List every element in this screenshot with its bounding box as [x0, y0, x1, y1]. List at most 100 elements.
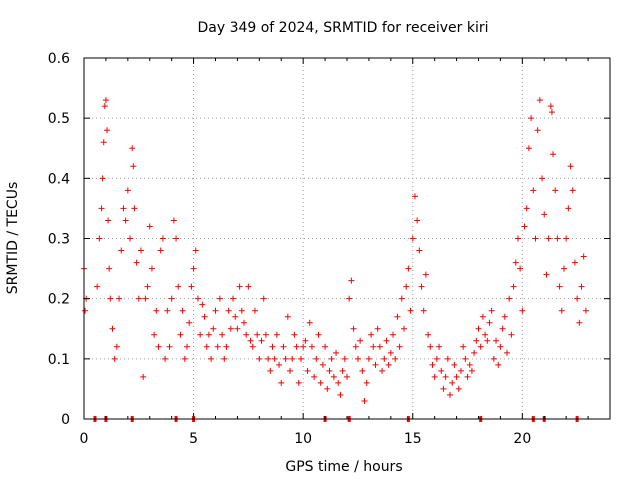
- data-point: [164, 307, 171, 314]
- data-point: [475, 325, 482, 332]
- data-point: [519, 307, 526, 314]
- data-point: [506, 295, 513, 302]
- data-point: [580, 253, 587, 260]
- data-point: [350, 325, 357, 332]
- data-point: [219, 331, 226, 338]
- data-point: [425, 331, 432, 338]
- data-point: [184, 343, 191, 350]
- data-point: [148, 265, 155, 272]
- data-point: [238, 307, 245, 314]
- data-point: [107, 295, 114, 302]
- data-point: [109, 325, 116, 332]
- data-point: [409, 235, 416, 242]
- data-point: [118, 247, 125, 254]
- data-point: [372, 361, 379, 368]
- data-point: [129, 145, 136, 152]
- data-point: [243, 331, 250, 338]
- data-point: [403, 283, 410, 290]
- data-point: [322, 343, 329, 350]
- data-point: [273, 331, 280, 338]
- data-point: [451, 361, 458, 368]
- data-point: [488, 307, 495, 314]
- data-point: [225, 307, 232, 314]
- data-point: [398, 295, 405, 302]
- data-point: [365, 355, 372, 362]
- data-point: [414, 217, 421, 224]
- data-point: [256, 355, 263, 362]
- x-tick-label: 0: [80, 431, 89, 447]
- data-point: [416, 247, 423, 254]
- data-point: [495, 361, 502, 368]
- data-point: [582, 307, 589, 314]
- data-point: [227, 325, 234, 332]
- data-point: [523, 205, 530, 212]
- y-tick-label: 0.5: [48, 111, 70, 127]
- data-point: [565, 205, 572, 212]
- data-point: [280, 343, 287, 350]
- data-point: [429, 361, 436, 368]
- data-point: [308, 343, 315, 350]
- data-point: [569, 187, 576, 194]
- data-point: [420, 307, 427, 314]
- data-point: [127, 235, 134, 242]
- data-point: [267, 367, 274, 374]
- data-point: [536, 97, 543, 104]
- data-point: [302, 337, 309, 344]
- data-point: [306, 319, 313, 326]
- y-tick-label: 0: [61, 412, 70, 428]
- data-point: [379, 367, 386, 374]
- data-point: [104, 127, 111, 134]
- data-point: [210, 325, 217, 332]
- data-point: [262, 331, 269, 338]
- data-point: [497, 343, 504, 350]
- x-axis-label: GPS time / hours: [285, 459, 402, 475]
- data-point: [278, 379, 285, 386]
- data-point: [545, 235, 552, 242]
- data-point: [444, 355, 451, 362]
- data-point: [133, 259, 140, 266]
- data-point: [199, 301, 206, 308]
- data-point: [205, 331, 212, 338]
- y-tick-label: 0.3: [48, 232, 70, 248]
- data-point: [457, 367, 464, 374]
- data-point: [260, 295, 267, 302]
- data-point: [311, 373, 318, 380]
- data-point: [181, 355, 188, 362]
- data-point: [447, 391, 454, 398]
- data-point: [525, 145, 532, 152]
- data-point: [142, 295, 149, 302]
- data-point: [482, 331, 489, 338]
- y-tick-label: 0.1: [48, 352, 70, 368]
- data-point: [392, 355, 399, 362]
- data-point: [442, 373, 449, 380]
- data-point: [532, 235, 539, 242]
- data-point: [295, 379, 302, 386]
- data-point: [201, 313, 208, 320]
- data-point: [249, 343, 256, 350]
- data-point: [512, 259, 519, 266]
- data-point: [400, 325, 407, 332]
- data-point: [291, 331, 298, 338]
- x-tick-label: 5: [189, 431, 198, 447]
- data-point: [479, 313, 486, 320]
- data-point: [247, 337, 254, 344]
- data-point: [101, 103, 108, 110]
- data-point: [99, 175, 106, 182]
- data-point: [449, 379, 456, 386]
- data-point: [337, 391, 344, 398]
- data-point: [254, 331, 261, 338]
- data-point: [271, 355, 278, 362]
- data-point: [571, 259, 578, 266]
- data-point: [543, 271, 550, 278]
- data-point: [197, 331, 204, 338]
- data-point: [453, 373, 460, 380]
- data-point: [245, 283, 252, 290]
- data-point: [100, 139, 107, 146]
- data-point: [289, 355, 296, 362]
- data-point: [276, 361, 283, 368]
- data-point: [282, 355, 289, 362]
- data-point: [390, 331, 397, 338]
- data-point: [319, 361, 326, 368]
- data-point: [326, 367, 333, 374]
- data-point: [370, 343, 377, 350]
